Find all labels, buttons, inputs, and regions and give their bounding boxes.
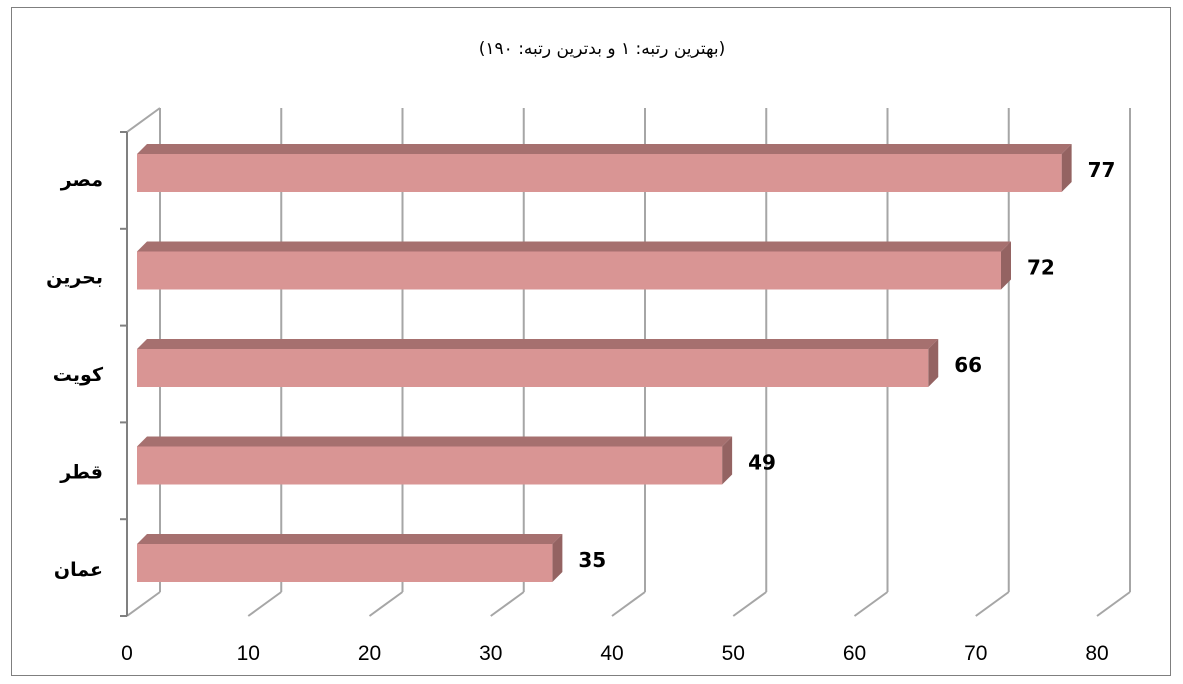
category-label: بحرین [46, 267, 103, 289]
bars [137, 144, 1072, 582]
side-wall-top [126, 107, 161, 133]
bar-4 [137, 436, 733, 485]
bar-front-face [137, 446, 723, 485]
bar-front-face [137, 349, 929, 387]
bar-front-face [137, 251, 1001, 290]
x-tick-label: 10 [237, 642, 260, 665]
bar-value-label: 72 [1027, 256, 1055, 280]
gridline-floor [611, 591, 646, 617]
bar-end-face [722, 436, 733, 485]
x-tick-label: 80 [1085, 642, 1108, 665]
bar-end-face [1001, 241, 1011, 290]
gridline-floor [732, 591, 767, 617]
gridline-floor [975, 591, 1010, 617]
chart-subtitle: (بهترین رتبه: ۱ و بدترین رتبه: ۱۹۰) [479, 39, 725, 59]
gridline-floor [853, 591, 889, 617]
gridline-floor [126, 591, 161, 617]
x-tick-label: 70 [964, 642, 987, 665]
gridline-floor [368, 591, 404, 617]
bar-front-face [137, 544, 553, 582]
bar-top-face [137, 339, 939, 349]
bar-value-label: 66 [954, 353, 982, 377]
bar-value-label: 35 [578, 548, 606, 572]
bar-top-face [137, 144, 1072, 154]
labels: 0 10 20 30 40 50 60 70 80 77 مصر 72 بحرین 66 کویت 49 قطر… [46, 158, 1115, 665]
bar-2 [137, 241, 1011, 290]
bar-top-face [137, 241, 1011, 252]
bar-end-face [928, 339, 939, 387]
bar-top-face [137, 534, 563, 544]
gridline-floor [247, 591, 282, 617]
x-tick-label: 0 [121, 642, 133, 665]
x-tick-label: 50 [722, 642, 745, 665]
bar-1 [137, 144, 1072, 192]
x-tick-label: 60 [843, 642, 866, 665]
bar-end-face [552, 534, 563, 582]
x-tick-label: 20 [358, 642, 381, 665]
category-label: کویت [53, 364, 104, 386]
gridline-floor [1096, 591, 1131, 617]
x-tick-label: 30 [479, 642, 502, 665]
x-tick-label: 40 [600, 642, 623, 665]
bar-front-face [137, 154, 1062, 192]
bar-end-face [1061, 144, 1072, 192]
bar-5 [137, 534, 563, 582]
bar-value-label: 49 [748, 451, 776, 475]
gridline-floor [490, 591, 525, 617]
category-label: قطر [59, 462, 103, 484]
category-label: مصر [60, 169, 103, 191]
bar-value-label: 77 [1088, 158, 1116, 182]
bar-top-face [137, 436, 733, 447]
axes [120, 131, 128, 617]
bar-3 [137, 339, 939, 387]
category-label: عمان [54, 559, 103, 581]
